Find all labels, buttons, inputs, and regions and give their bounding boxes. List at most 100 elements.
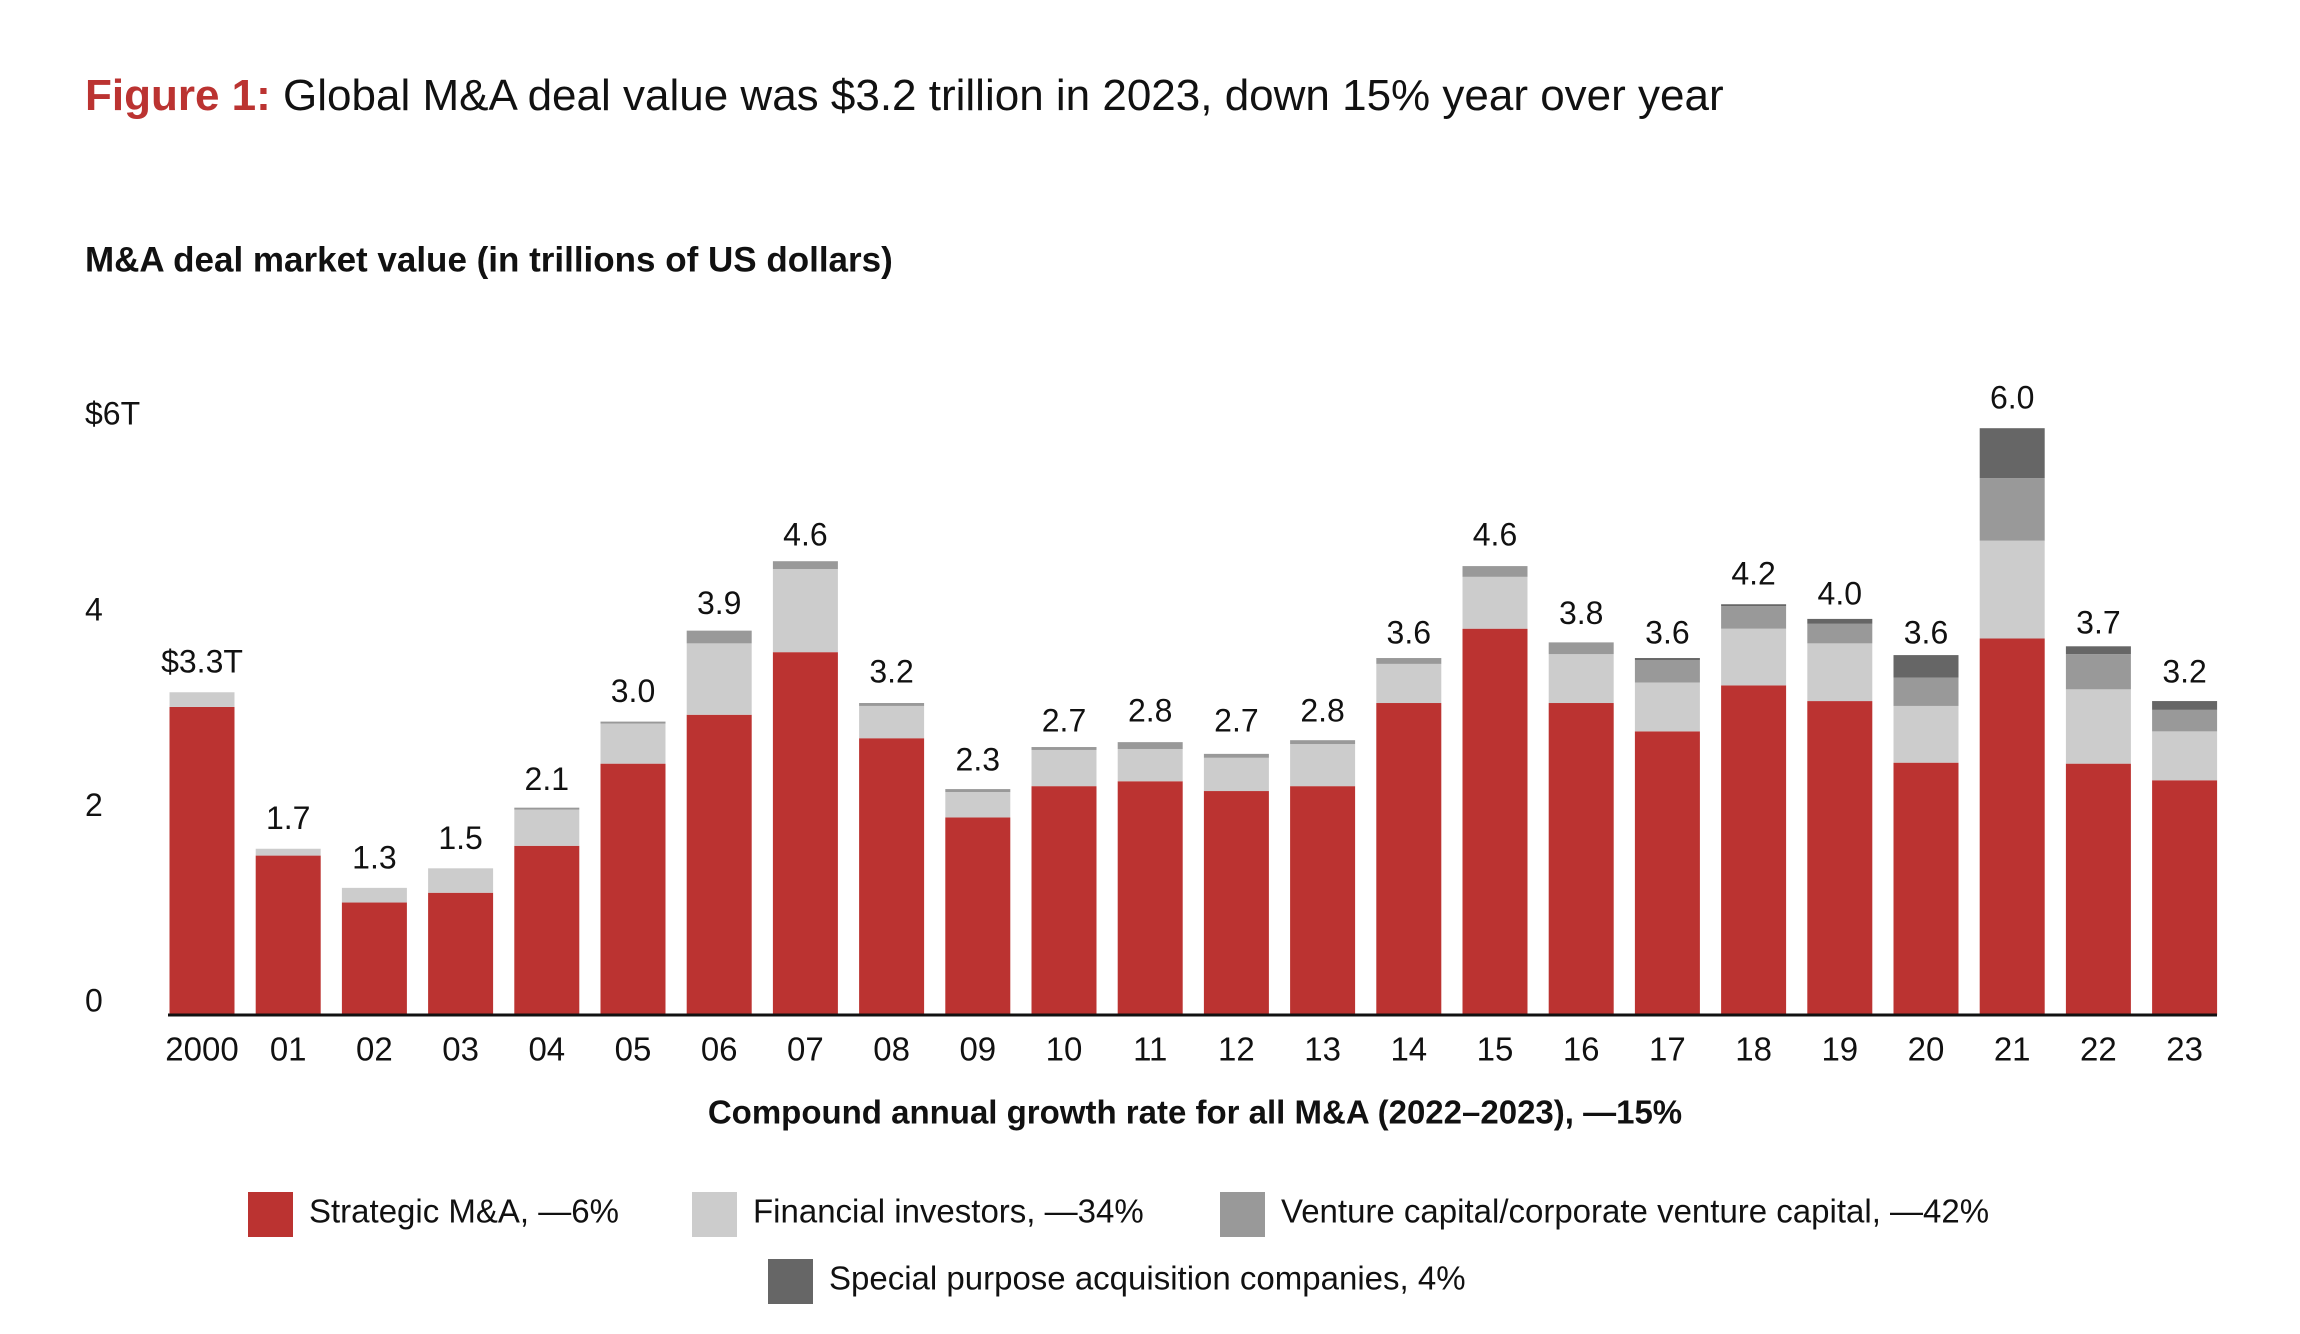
bar-segment: [1893, 762, 1959, 1015]
legend-swatch: [1220, 1192, 1265, 1237]
bar-segment: [514, 807, 580, 810]
bar-segment: [1721, 606, 1787, 629]
bar-segment: [1203, 757, 1269, 792]
x-tick-label: 21: [1994, 1031, 2031, 1068]
x-tick-label: 08: [873, 1031, 910, 1068]
bar-segment: [859, 738, 925, 1015]
bar-segment: [2152, 780, 2218, 1015]
bar-segment: [1462, 576, 1528, 629]
bar-segment: [1376, 658, 1442, 664]
value-label: 4.0: [1818, 575, 1862, 611]
value-label: 3.7: [2076, 605, 2120, 641]
bar-segment: [1807, 618, 1873, 624]
bar-segment: [255, 855, 321, 1015]
bar-segment: [514, 809, 580, 846]
x-tick-label: 19: [1821, 1031, 1858, 1068]
bar-segment: [1979, 540, 2045, 639]
bar-segment: [2152, 731, 2218, 781]
x-tick-label: 09: [959, 1031, 996, 1068]
bar-segment: [945, 792, 1011, 818]
bar-segment: [600, 721, 666, 724]
bar-segment: [341, 902, 407, 1015]
value-label: 2.3: [956, 742, 1000, 778]
x-tick-label: 02: [356, 1031, 393, 1068]
bar-segment: [1634, 682, 1700, 732]
x-tick-label: 2000: [165, 1031, 238, 1068]
value-label: $3.3T: [161, 644, 243, 680]
y-tick-label: $6T: [85, 396, 140, 432]
chart-title: Figure 1: Global M&A deal value was $3.2…: [85, 71, 1724, 120]
bar-segment: [686, 643, 752, 715]
bar-segment: [1979, 478, 2045, 541]
legend-swatch: [768, 1259, 813, 1304]
x-tick-label: 07: [787, 1031, 824, 1068]
bar-segment: [1548, 654, 1614, 704]
legend-swatch: [248, 1192, 293, 1237]
legend-label: Financial investors, —34%: [753, 1193, 1144, 1230]
bar-segment: [1548, 703, 1614, 1015]
bar-segment: [2065, 646, 2131, 655]
x-tick-label: 14: [1390, 1031, 1427, 1068]
bar-segment: [341, 887, 407, 903]
bar-segment: [772, 561, 838, 570]
bar-segment: [1979, 638, 2045, 1015]
bar-segment: [1979, 428, 2045, 479]
x-tick-label: 23: [2166, 1031, 2203, 1068]
x-tick-label: 22: [2080, 1031, 2117, 1068]
bar-segment: [1893, 705, 1959, 763]
bar-segment: [1376, 663, 1442, 704]
bar-segment: [1031, 786, 1097, 1015]
value-label: 3.2: [869, 653, 913, 689]
bar-segment: [1290, 786, 1356, 1015]
bar-segment: [2152, 701, 2218, 710]
x-tick-label: 20: [1908, 1031, 1945, 1068]
bar-segment: [600, 723, 666, 764]
value-label: 3.9: [697, 585, 741, 621]
value-label: 2.1: [525, 761, 569, 797]
value-label: 3.8: [1559, 595, 1603, 631]
x-tick-label: 10: [1046, 1031, 1083, 1068]
bar-segment: [1203, 791, 1269, 1015]
value-label: 6.0: [1990, 380, 2034, 416]
bar-segment: [600, 763, 666, 1015]
bar-segment: [686, 630, 752, 644]
bar-segment: [514, 845, 580, 1015]
bar-segment: [255, 848, 321, 856]
x-tick-label: 04: [528, 1031, 565, 1068]
x-tick-label: 01: [270, 1031, 307, 1068]
bar-segment: [1290, 744, 1356, 787]
value-label: 4.6: [1473, 517, 1517, 553]
bar-segment: [2152, 709, 2218, 732]
bar-segment: [1634, 731, 1700, 1015]
title-prefix: Figure 1:: [85, 71, 271, 120]
x-tick-label: 17: [1649, 1031, 1686, 1068]
bar-segment: [169, 692, 235, 707]
bar-segment: [1031, 747, 1097, 750]
bar-segment: [428, 868, 494, 893]
x-tick-label: 11: [1133, 1031, 1167, 1068]
bar-segment: [2065, 654, 2131, 690]
value-label: 2.7: [1042, 702, 1086, 738]
x-axis-label: Compound annual growth rate for all M&A …: [708, 1094, 1682, 1131]
value-label: 3.6: [1645, 614, 1689, 650]
legend-swatch: [692, 1192, 737, 1237]
value-label: 3.2: [2162, 653, 2206, 689]
bar-segment: [859, 703, 925, 706]
bar-segment: [1807, 701, 1873, 1015]
value-label: 3.6: [1387, 614, 1431, 650]
x-tick-label: 06: [701, 1031, 738, 1068]
bar-segment: [1893, 677, 1959, 706]
value-label: 1.7: [266, 800, 310, 836]
bar-segment: [772, 652, 838, 1015]
bar-segment: [1548, 642, 1614, 655]
bar-segment: [169, 706, 235, 1015]
bar-segment: [945, 817, 1011, 1015]
x-tick-label: 15: [1477, 1031, 1514, 1068]
bar-segment: [1031, 749, 1097, 787]
value-label: 1.5: [438, 820, 482, 856]
bar-segment: [1203, 753, 1269, 758]
bar-segment: [1721, 604, 1787, 607]
bar-segment: [945, 789, 1011, 793]
value-label: 2.8: [1300, 693, 1344, 729]
